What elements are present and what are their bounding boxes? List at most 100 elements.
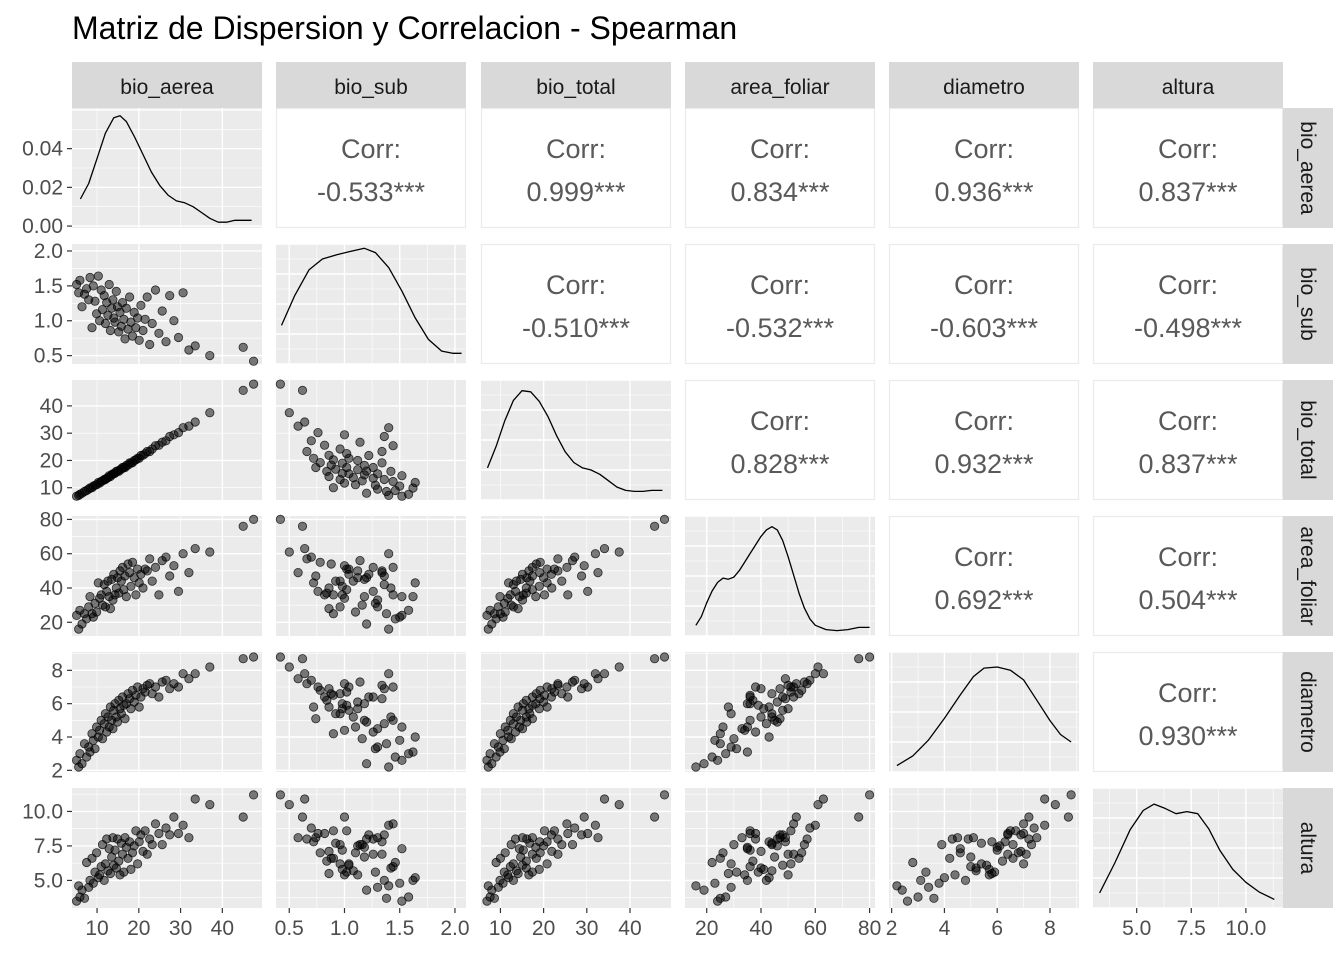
scatter-point	[108, 724, 118, 734]
scatter-point	[293, 833, 303, 843]
scatter-point	[138, 325, 148, 336]
scatter-point	[923, 882, 934, 892]
scatter-point	[583, 682, 593, 692]
correlation-label: Corr:	[1158, 270, 1218, 300]
scatter-point	[249, 356, 259, 366]
correlation-panel	[1092, 651, 1284, 773]
scatter-point	[105, 325, 116, 336]
scatter-point	[302, 834, 312, 844]
row-strip	[1283, 108, 1333, 228]
scatter-point	[339, 430, 350, 440]
scatter-point	[1018, 828, 1029, 839]
correlation-value: 0.504***	[1138, 585, 1238, 615]
scatter-point	[756, 712, 766, 722]
scatter-point	[357, 734, 367, 744]
scatter-point	[897, 885, 907, 895]
row-strip	[1283, 244, 1333, 364]
scatter-point	[121, 303, 131, 313]
scatter-point	[408, 591, 418, 602]
scatter-point	[275, 790, 285, 800]
scatter-point	[308, 702, 319, 712]
y-tick-label: 0.5	[34, 345, 63, 368]
y-tick-label: 0.04	[22, 138, 63, 161]
scatter-point	[745, 692, 755, 702]
scatter-point	[864, 652, 875, 662]
column-strip-label: altura	[1162, 76, 1215, 99]
correlation-label: Corr:	[954, 134, 1014, 164]
y-tick-label: 10	[40, 477, 63, 500]
scatter-point	[489, 893, 499, 903]
scatter-point	[955, 844, 965, 854]
scatter-point	[104, 279, 114, 290]
scatter-point	[293, 674, 303, 684]
panel-gridlines	[72, 244, 262, 364]
scatter-point	[1018, 859, 1029, 869]
scatter-point	[110, 317, 120, 327]
scatter-point	[306, 823, 316, 833]
scatter-points	[72, 514, 259, 634]
scatter-point	[147, 839, 157, 850]
scatter-point	[1026, 839, 1037, 850]
scatter-point	[147, 318, 157, 329]
scatter-point	[818, 794, 829, 804]
scatter-point	[161, 675, 171, 685]
scatter-point	[563, 692, 573, 702]
correlation-panel	[480, 243, 672, 365]
scatter-point	[300, 543, 310, 554]
scatter-point	[190, 794, 200, 804]
scatter-point	[85, 591, 95, 602]
scatter-point	[410, 578, 420, 588]
correlation-value: -0.533***	[317, 177, 426, 207]
row-strip	[1283, 516, 1333, 636]
scatter-point	[300, 417, 310, 427]
scatter-point	[161, 552, 171, 562]
scatter-points	[482, 790, 670, 906]
scatter-point	[549, 826, 560, 836]
scatter-points	[72, 271, 259, 366]
scatter-point	[184, 674, 194, 684]
scatter-point	[818, 669, 829, 679]
scatter-point	[297, 385, 308, 395]
scatter-point	[368, 849, 378, 859]
row-strip-label: bio_total	[1296, 400, 1319, 479]
row-strip-label: bio_sub	[1296, 267, 1319, 341]
correlation-value: -0.603***	[930, 313, 1039, 343]
scatter-point	[1021, 849, 1031, 859]
x-tick-label: 8	[1044, 917, 1056, 940]
scatter-point	[87, 323, 97, 333]
scatter-point	[134, 335, 144, 345]
correlation-value: 0.837***	[1138, 449, 1238, 479]
correlation-label: Corr:	[954, 406, 1014, 436]
density-curve	[79, 115, 252, 223]
scatter-point	[388, 562, 398, 573]
correlation-panel	[684, 107, 876, 229]
scatter-point	[238, 654, 248, 664]
scatter-point	[557, 576, 567, 586]
correlation-label: Corr:	[750, 270, 810, 300]
scatter-point	[249, 514, 259, 525]
scatter-panel	[276, 788, 466, 908]
scatter-point	[721, 749, 731, 759]
scatter-points	[72, 379, 259, 501]
correlation-value: 0.999***	[526, 177, 626, 207]
scatter-panel	[889, 788, 1079, 908]
scatter-point	[395, 735, 405, 745]
scatter-point	[500, 607, 510, 617]
scatter-point	[937, 839, 947, 850]
scatter-point	[105, 603, 116, 614]
correlation-panel	[1092, 515, 1284, 637]
scatter-point	[799, 839, 810, 850]
column-strip	[72, 62, 262, 108]
panel-gridlines	[276, 243, 466, 365]
scatter-point	[297, 812, 308, 822]
scatter-point	[916, 875, 926, 886]
density-curve	[486, 390, 663, 493]
scatter-point	[775, 684, 785, 694]
scatter-point	[780, 674, 791, 684]
scatter-point	[599, 794, 610, 804]
scatter-point	[995, 841, 1005, 851]
scatter-point	[854, 812, 864, 822]
column-strip	[685, 62, 875, 108]
scatter-point	[570, 675, 580, 685]
scatter-point	[165, 290, 175, 301]
